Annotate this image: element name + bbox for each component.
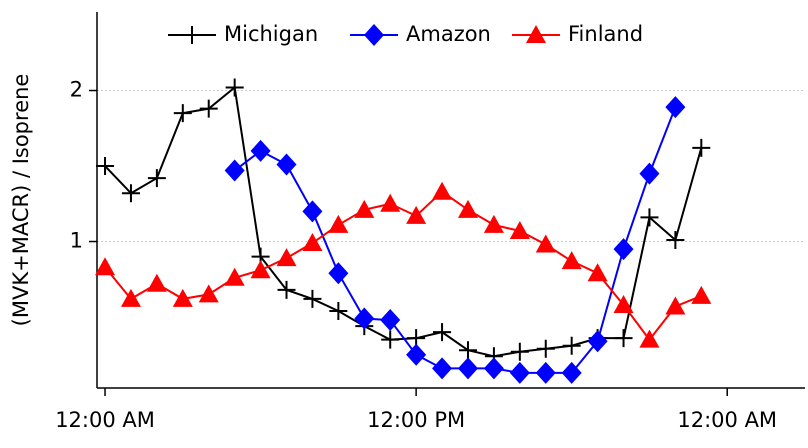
marker — [381, 330, 400, 349]
marker — [483, 214, 504, 233]
y-tick-label: 1 — [70, 229, 83, 253]
marker — [665, 296, 686, 315]
marker — [328, 262, 349, 285]
marker — [457, 357, 478, 380]
legend-label: Michigan — [224, 22, 318, 46]
marker — [587, 263, 608, 282]
marker — [432, 181, 453, 200]
marker — [457, 199, 478, 218]
marker — [225, 78, 244, 97]
y-axis-label: (MVK+MACR) / Isoprene — [9, 74, 33, 327]
marker — [380, 193, 401, 212]
marker — [561, 361, 582, 384]
marker — [639, 162, 660, 185]
marker — [536, 339, 555, 358]
marker — [640, 208, 659, 227]
marker — [121, 184, 140, 203]
legend-label: Amazon — [406, 22, 491, 46]
x-tick-label: 12:00 AM — [677, 408, 777, 432]
marker — [146, 273, 167, 292]
marker — [509, 220, 530, 239]
marker — [587, 330, 608, 353]
marker — [276, 248, 297, 267]
marker — [224, 267, 245, 286]
marker — [380, 309, 401, 332]
series-line — [104, 190, 702, 342]
marker — [329, 301, 348, 320]
marker — [354, 199, 375, 218]
marker — [509, 361, 530, 384]
x-tick-label: 12:00 PM — [367, 408, 465, 432]
marker — [665, 96, 686, 119]
x-tick-label: 12:00 AM — [55, 408, 155, 432]
marker — [458, 341, 477, 360]
marker — [277, 280, 296, 299]
marker — [250, 139, 271, 162]
marker — [302, 233, 323, 252]
y-tick-label: 2 — [70, 78, 83, 102]
series-line — [234, 106, 677, 374]
marker — [199, 99, 218, 118]
marker — [535, 234, 556, 253]
marker — [483, 357, 504, 380]
marker — [639, 329, 660, 348]
marker — [354, 307, 375, 330]
marker — [147, 169, 166, 188]
marker — [613, 294, 634, 313]
marker — [406, 343, 427, 366]
marker — [328, 214, 349, 233]
marker — [432, 357, 453, 380]
marker — [613, 238, 634, 261]
series-line — [104, 85, 703, 358]
marker — [95, 257, 116, 276]
marker — [303, 289, 322, 308]
marker — [535, 361, 556, 384]
marker — [692, 138, 711, 157]
marker — [526, 25, 546, 43]
marker — [224, 159, 245, 182]
marker — [406, 205, 427, 224]
legend-label: Finland — [568, 22, 643, 46]
marker — [183, 26, 201, 44]
marker — [198, 284, 219, 303]
marker — [561, 251, 582, 270]
marker — [364, 24, 384, 46]
marker — [276, 153, 297, 176]
marker — [691, 285, 712, 304]
marker — [172, 288, 193, 307]
marker — [96, 157, 115, 176]
marker — [614, 329, 633, 348]
marker — [666, 231, 685, 250]
marker — [433, 323, 452, 342]
marker — [120, 288, 141, 307]
marker — [562, 336, 581, 355]
marker — [510, 342, 529, 361]
marker — [250, 260, 271, 279]
marker — [173, 104, 192, 123]
marker — [302, 200, 323, 223]
